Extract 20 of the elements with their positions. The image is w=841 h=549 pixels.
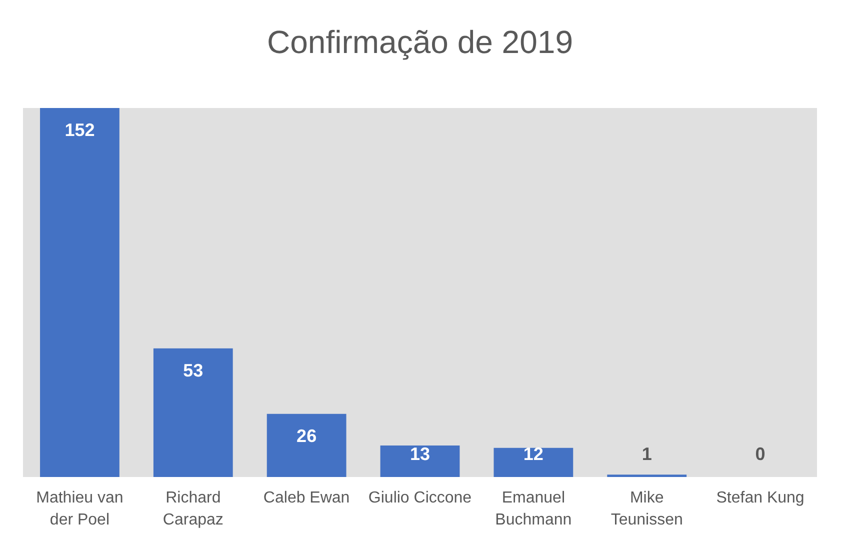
data-label: 1 [642,444,652,464]
data-label: 12 [523,444,544,464]
bar [494,448,574,477]
bar [266,414,346,477]
x-tick-label: Mathieu van der Poel [36,490,124,528]
x-tick-label: Caleb Ewan [263,490,350,506]
x-tick-label: Giulio Ciccone [368,490,472,506]
bar [40,108,120,477]
bar [153,348,233,477]
bar [380,445,460,477]
data-label: 0 [755,444,766,464]
x-tick-label: Richard Carapaz [162,490,224,528]
x-tick-label: Stefan Kung [716,490,804,506]
data-label: 53 [183,360,204,380]
x-tick-label: Emanuel Buchmann [495,490,572,528]
x-tick-label: Mike Teunissen [610,490,683,528]
chart-title: Confirmação de 2019 [267,24,573,60]
data-label: 26 [296,426,317,446]
data-label: 13 [410,444,430,464]
data-label: 152 [64,120,95,140]
